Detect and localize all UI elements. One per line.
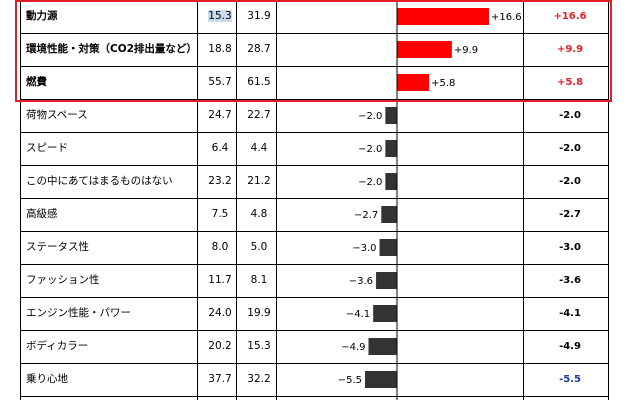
table-row: 荷物スペース 24.7 22.7 -2.0 bbox=[20, 99, 608, 133]
diff-bar bbox=[385, 173, 397, 190]
grid-line-col-v3 bbox=[276, 0, 277, 400]
diff-bar bbox=[385, 140, 397, 157]
row-label: ボディカラー bbox=[26, 340, 89, 352]
value-col1: 37.7 bbox=[208, 373, 232, 385]
bar-value-label: −2.0 bbox=[358, 177, 382, 188]
value-col2: 28.7 bbox=[247, 43, 271, 55]
table-row: ボディカラー 20.2 15.3 -4.9 bbox=[20, 330, 608, 364]
row-label: ステータス性 bbox=[26, 241, 89, 253]
row-label: 高級感 bbox=[26, 208, 58, 220]
bar-value-label: +5.8 bbox=[431, 78, 455, 89]
value-col2: 21.2 bbox=[247, 175, 271, 187]
value-col2: 4.8 bbox=[250, 208, 268, 220]
table-row: 乗り心地 37.7 32.2 -5.5 bbox=[20, 363, 608, 397]
grid-line-col-v1 bbox=[197, 0, 198, 400]
value-col1: 7.5 bbox=[211, 208, 229, 220]
value-col1: 8.0 bbox=[211, 241, 229, 253]
diff-bar bbox=[365, 371, 397, 388]
diff-value: +9.9 bbox=[556, 44, 584, 55]
table-row: エンジン性能・パワー 24.0 19.9 -4.1 bbox=[20, 297, 608, 331]
value-col2: 32.2 bbox=[247, 373, 271, 385]
value-col2: 61.5 bbox=[247, 76, 271, 88]
diff-bar bbox=[376, 272, 397, 289]
diff-value: -4.1 bbox=[559, 308, 581, 319]
value-col1: 23.2 bbox=[208, 175, 232, 187]
grid-line-col-diff bbox=[523, 0, 524, 400]
diff-bar bbox=[368, 338, 397, 355]
table-row: 燃費 55.7 61.5 +5.8 bbox=[20, 66, 608, 100]
row-label: 荷物スペース bbox=[26, 109, 88, 121]
row-label: エンジン性能・パワー bbox=[26, 307, 131, 319]
bar-value-label: −4.1 bbox=[346, 309, 370, 320]
value-col1: 18.8 bbox=[208, 43, 232, 55]
table-row: 環境性能・対策（CO2排出量など） 18.8 28.7 +9.9 bbox=[20, 33, 608, 67]
row-label: 環境性能・対策（CO2排出量など） bbox=[26, 43, 197, 55]
diff-value: +16.6 bbox=[553, 11, 587, 22]
diff-bar bbox=[379, 239, 397, 256]
value-col2: 4.4 bbox=[250, 142, 268, 154]
row-label: 乗り心地 bbox=[26, 373, 68, 385]
bar-value-label: −3.0 bbox=[352, 243, 376, 254]
bar-value-label: +9.9 bbox=[454, 45, 478, 56]
diff-value: +5.8 bbox=[556, 77, 584, 88]
diff-value: -3.6 bbox=[559, 275, 581, 286]
value-col2: 5.0 bbox=[250, 241, 268, 253]
row-label: 動力源 bbox=[26, 10, 58, 22]
diff-bar bbox=[373, 305, 397, 322]
diff-bar bbox=[381, 206, 397, 223]
grid-line-col-right bbox=[608, 0, 609, 400]
diff-value: -2.0 bbox=[559, 176, 581, 187]
table-row: 高級感 7.5 4.8 -2.7 bbox=[20, 198, 608, 232]
bar-value-label: −2.0 bbox=[358, 111, 382, 122]
diff-bar bbox=[397, 41, 452, 58]
diff-value: -2.7 bbox=[559, 209, 581, 220]
diff-bar bbox=[397, 8, 489, 25]
table-row: ファッション性 11.7 8.1 -3.6 bbox=[20, 264, 608, 298]
diff-value: -4.9 bbox=[559, 341, 581, 352]
diff-value: -2.0 bbox=[559, 143, 581, 154]
table-row: スピード 6.4 4.4 -2.0 bbox=[20, 132, 608, 166]
diff-value: -5.5 bbox=[559, 374, 581, 385]
value-col1: 55.7 bbox=[208, 76, 232, 88]
table-row: この中にあてはまるものはない 23.2 21.2 -2.0 bbox=[20, 165, 608, 199]
value-col2: 15.3 bbox=[247, 340, 271, 352]
value-col1: 6.4 bbox=[211, 142, 229, 154]
grid-line-col-left bbox=[20, 0, 21, 400]
row-label: この中にあてはまるものはない bbox=[26, 175, 173, 187]
highlight-box bbox=[15, 0, 612, 102]
value-col2: 31.9 bbox=[247, 10, 271, 22]
value-col1: 20.2 bbox=[208, 340, 232, 352]
diff-value: -3.0 bbox=[559, 242, 581, 253]
diff-bar bbox=[397, 74, 430, 91]
row-label: 燃費 bbox=[26, 76, 47, 88]
grid-line-col-v2 bbox=[236, 0, 237, 400]
bar-value-label: −4.9 bbox=[341, 342, 365, 353]
table-row: 動力源 15.3 31.9 +16.6 bbox=[20, 0, 608, 34]
bar-value-label: +16.6 bbox=[491, 12, 522, 23]
table-row: ステータス性 8.0 5.0 -3.0 bbox=[20, 231, 608, 265]
row-label: ファッション性 bbox=[26, 274, 100, 286]
diff-value: -2.0 bbox=[559, 110, 581, 121]
value-col2: 22.7 bbox=[247, 109, 271, 121]
value-col2: 19.9 bbox=[247, 307, 271, 319]
bar-value-label: −3.6 bbox=[349, 276, 373, 287]
value-col1: 24.0 bbox=[208, 307, 232, 319]
diff-bar bbox=[385, 107, 397, 124]
value-col1: 11.7 bbox=[208, 274, 232, 286]
value-col1: 15.3 bbox=[208, 10, 232, 22]
value-col1: 24.7 bbox=[208, 109, 232, 121]
value-col2: 8.1 bbox=[250, 274, 268, 286]
row-label: スピード bbox=[26, 142, 68, 154]
bar-value-label: −5.5 bbox=[338, 375, 362, 386]
bar-value-label: −2.0 bbox=[358, 144, 382, 155]
bar-value-label: −2.7 bbox=[354, 210, 378, 221]
